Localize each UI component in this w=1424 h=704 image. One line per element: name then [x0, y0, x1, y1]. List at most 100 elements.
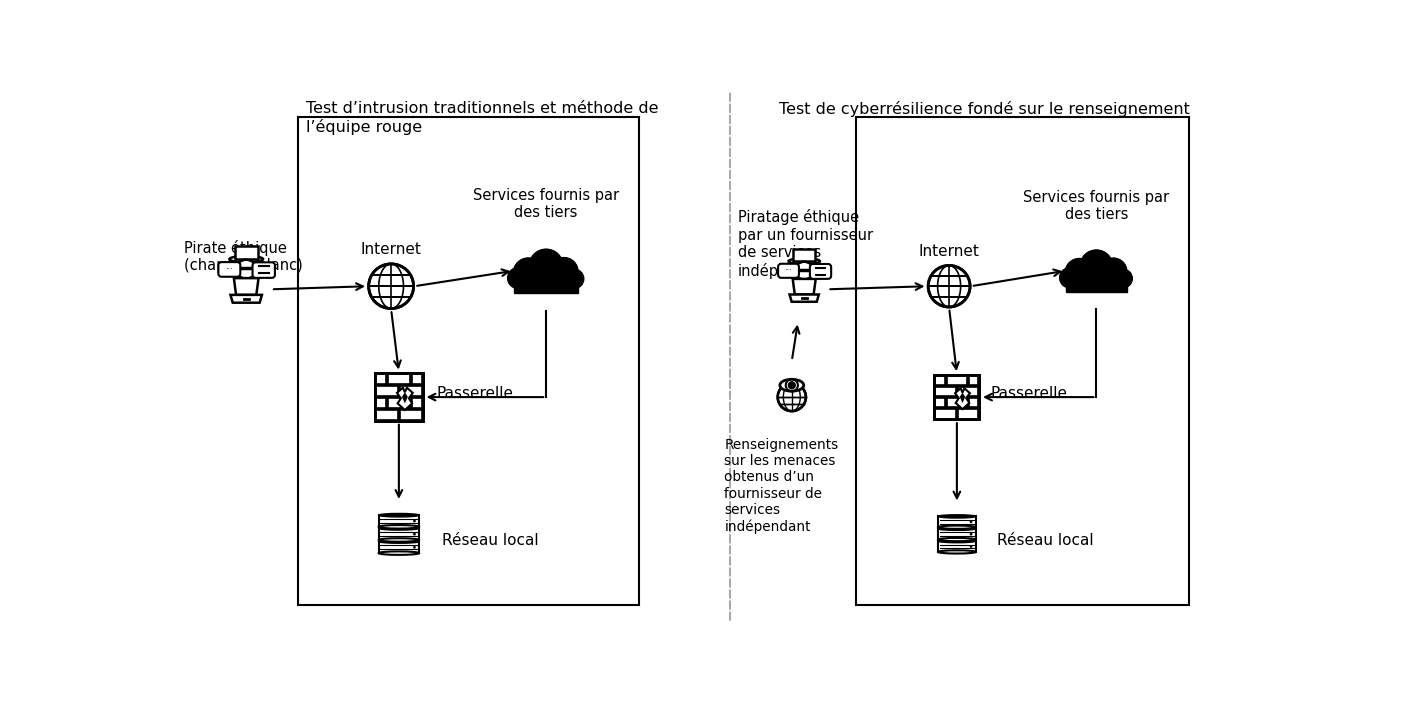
FancyBboxPatch shape [218, 262, 241, 277]
Bar [936, 409, 956, 418]
Circle shape [970, 533, 973, 536]
Text: Services fournis par
des tiers: Services fournis par des tiers [1024, 190, 1169, 222]
Circle shape [1079, 250, 1112, 282]
FancyBboxPatch shape [1067, 272, 1126, 292]
Bar [375, 373, 423, 421]
Circle shape [1099, 258, 1126, 285]
FancyBboxPatch shape [514, 273, 578, 293]
Ellipse shape [789, 258, 820, 264]
Circle shape [369, 264, 413, 308]
Bar [934, 375, 980, 420]
Polygon shape [234, 278, 259, 295]
Circle shape [550, 258, 578, 286]
Text: Internet: Internet [360, 242, 422, 257]
Ellipse shape [379, 527, 419, 530]
Text: Passerelle: Passerelle [436, 386, 513, 401]
Bar [958, 387, 978, 396]
Ellipse shape [379, 551, 419, 555]
Ellipse shape [379, 540, 419, 543]
Circle shape [564, 269, 584, 289]
Text: Test de cyberrésilience fondé sur le renseignement: Test de cyberrésilience fondé sur le ren… [779, 101, 1189, 118]
Bar [376, 386, 397, 396]
Text: Pirate éthique
(chapeau blanc): Pirate éthique (chapeau blanc) [184, 240, 303, 273]
Bar [387, 398, 410, 408]
Bar [379, 529, 419, 540]
Polygon shape [789, 294, 819, 302]
Text: Réseau local: Réseau local [441, 533, 538, 548]
Circle shape [970, 520, 973, 523]
Ellipse shape [938, 515, 975, 518]
FancyBboxPatch shape [252, 263, 275, 278]
Circle shape [778, 383, 806, 411]
Bar [856, 117, 1189, 605]
Bar [934, 375, 980, 420]
Polygon shape [397, 388, 413, 410]
Text: ···: ··· [225, 265, 234, 274]
FancyBboxPatch shape [810, 264, 832, 279]
Circle shape [413, 533, 416, 536]
Bar [376, 398, 386, 408]
FancyBboxPatch shape [778, 264, 799, 278]
Bar [412, 374, 422, 384]
Bar [387, 374, 410, 384]
Bar [970, 376, 978, 385]
Polygon shape [231, 295, 262, 303]
Text: ···: ··· [785, 266, 792, 275]
Bar [958, 409, 978, 418]
Circle shape [514, 258, 543, 288]
Ellipse shape [236, 260, 256, 279]
Circle shape [1114, 269, 1132, 288]
Bar [376, 410, 397, 420]
Ellipse shape [938, 539, 975, 543]
Text: Renseignements
sur les menaces
obtenus d’un
fournisseur de
services
indépendant: Renseignements sur les menaces obtenus d… [725, 438, 839, 534]
Circle shape [413, 520, 416, 522]
Bar [938, 541, 975, 552]
Circle shape [787, 381, 796, 389]
Text: Internet: Internet [918, 244, 980, 258]
Circle shape [970, 545, 973, 548]
Ellipse shape [780, 379, 803, 391]
FancyBboxPatch shape [235, 246, 258, 259]
Bar [936, 398, 944, 408]
Bar [936, 387, 956, 396]
Text: Passerelle: Passerelle [991, 386, 1068, 401]
Polygon shape [793, 279, 816, 294]
Ellipse shape [938, 538, 975, 541]
Circle shape [413, 546, 416, 548]
Circle shape [928, 265, 970, 307]
Bar [375, 373, 423, 421]
Text: Réseau local: Réseau local [997, 533, 1094, 548]
Ellipse shape [379, 513, 419, 517]
Bar [947, 398, 967, 408]
Bar [379, 515, 419, 527]
Ellipse shape [938, 551, 975, 553]
Bar [412, 398, 422, 408]
Circle shape [1059, 268, 1079, 288]
Bar [376, 374, 386, 384]
Bar [970, 398, 978, 408]
Ellipse shape [379, 525, 419, 529]
Bar [400, 410, 422, 420]
Bar [947, 376, 967, 385]
Bar [379, 541, 419, 553]
Bar [938, 517, 975, 527]
Bar [938, 529, 975, 539]
Polygon shape [960, 393, 965, 403]
Text: Test d’intrusion traditionnels et méthode de
l’équipe rouge: Test d’intrusion traditionnels et méthod… [306, 101, 658, 135]
Ellipse shape [938, 527, 975, 530]
Ellipse shape [938, 526, 975, 529]
FancyBboxPatch shape [793, 249, 815, 261]
Polygon shape [402, 392, 407, 403]
Bar [400, 386, 422, 396]
Circle shape [1065, 258, 1094, 287]
Ellipse shape [795, 262, 813, 279]
Bar [936, 376, 944, 385]
Text: Services fournis par
des tiers: Services fournis par des tiers [473, 187, 619, 220]
Bar [298, 117, 639, 605]
Circle shape [530, 249, 562, 283]
Circle shape [508, 268, 528, 289]
Polygon shape [956, 389, 970, 409]
Ellipse shape [229, 256, 263, 263]
Text: Piratage éthique
par un fournisseur
de services
indépendant: Piratage éthique par un fournisseur de s… [738, 209, 873, 279]
Ellipse shape [379, 539, 419, 541]
